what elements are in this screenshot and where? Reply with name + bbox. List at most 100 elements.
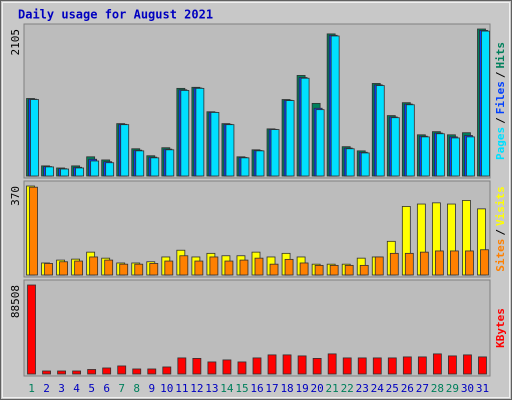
x-tick-label: 10 — [160, 382, 173, 395]
bar — [285, 100, 295, 177]
bar — [30, 99, 39, 177]
bar — [149, 263, 159, 276]
bar — [329, 264, 339, 276]
x-tick-label: 4 — [73, 382, 80, 395]
bar — [119, 263, 129, 276]
x-tick-label: 17 — [265, 382, 278, 395]
bar — [222, 359, 232, 375]
bar — [420, 136, 430, 177]
bar — [120, 124, 130, 177]
x-tick-label: 24 — [371, 382, 385, 395]
bar — [402, 356, 412, 375]
y-tick-label: 370 — [9, 186, 22, 206]
legend-entry: KBytes — [494, 308, 507, 348]
y-tick-label: 2105 — [9, 29, 22, 56]
bar — [59, 261, 68, 276]
bar — [192, 358, 202, 375]
bar — [42, 370, 51, 375]
bar — [300, 77, 310, 177]
bar — [314, 264, 324, 276]
x-tick-label: 29 — [446, 382, 459, 395]
legend-entry: Hits — [494, 42, 507, 69]
bar — [297, 355, 307, 375]
bar — [150, 157, 160, 177]
x-tick-label: 5 — [88, 382, 95, 395]
bar — [463, 354, 472, 375]
bar — [282, 354, 292, 375]
bar — [478, 356, 487, 375]
x-tick-label: 2 — [43, 382, 50, 395]
bar — [209, 256, 219, 276]
bar — [481, 30, 490, 177]
x-tick-label: 15 — [235, 382, 248, 395]
bar — [465, 250, 474, 276]
bar — [165, 149, 175, 177]
bar — [60, 168, 69, 177]
x-tick-label: 28 — [431, 382, 444, 395]
x-tick-label: 26 — [401, 382, 414, 395]
x-tick-label: 14 — [220, 382, 234, 395]
bar — [194, 260, 204, 276]
legend: Pages / Files / Hits — [494, 42, 507, 160]
bar — [27, 284, 36, 375]
bar — [480, 249, 489, 276]
bar — [252, 357, 262, 375]
bar — [224, 260, 234, 276]
x-tick-label: 19 — [295, 382, 308, 395]
x-tick-label: 16 — [250, 382, 263, 395]
bar — [389, 252, 399, 276]
legend-entry: Files — [494, 81, 507, 114]
x-tick-label: 8 — [133, 382, 140, 395]
bar — [434, 250, 444, 276]
bar — [432, 353, 442, 375]
bar — [342, 357, 352, 375]
bar — [269, 263, 279, 276]
bar — [132, 368, 142, 375]
bar — [345, 148, 355, 177]
x-tick-label: 20 — [311, 382, 324, 395]
bar — [134, 263, 144, 276]
bar — [147, 368, 157, 375]
bar — [225, 124, 235, 177]
chart-title: Daily usage for August 2021 — [18, 8, 213, 22]
x-tick-label: 11 — [175, 382, 188, 395]
x-tick-label: 9 — [148, 382, 155, 395]
bar — [162, 366, 172, 375]
bar — [105, 162, 115, 177]
bar — [330, 35, 340, 177]
bar — [270, 129, 280, 177]
bar — [466, 136, 475, 177]
x-tick-label: 27 — [416, 382, 429, 395]
y-tick-label: 88508 — [9, 285, 22, 318]
bar — [90, 160, 100, 177]
bar — [255, 150, 265, 177]
bar — [180, 90, 190, 177]
x-tick-label: 22 — [341, 382, 354, 395]
x-tick-label: 3 — [58, 382, 65, 395]
bar — [448, 355, 457, 375]
legend: KBytes — [494, 308, 507, 348]
bar — [372, 357, 382, 375]
bar — [57, 370, 66, 375]
bar — [87, 369, 97, 375]
bar — [240, 157, 250, 177]
legend-separator: / — [494, 117, 507, 124]
x-tick-label: 25 — [386, 382, 399, 395]
bar — [359, 264, 369, 276]
x-tick-label: 23 — [356, 382, 369, 395]
bar — [327, 353, 337, 375]
bar — [387, 357, 397, 375]
bar — [44, 263, 53, 276]
bar — [344, 264, 354, 276]
bar — [435, 133, 445, 177]
bar — [417, 356, 427, 375]
bar — [360, 152, 370, 177]
bar — [450, 250, 459, 276]
bar — [315, 109, 325, 177]
legend-entry: Sites — [494, 239, 507, 272]
legend-separator: / — [494, 229, 507, 236]
bar — [254, 257, 264, 276]
bar — [405, 104, 415, 177]
x-tick-label: 6 — [103, 382, 110, 395]
